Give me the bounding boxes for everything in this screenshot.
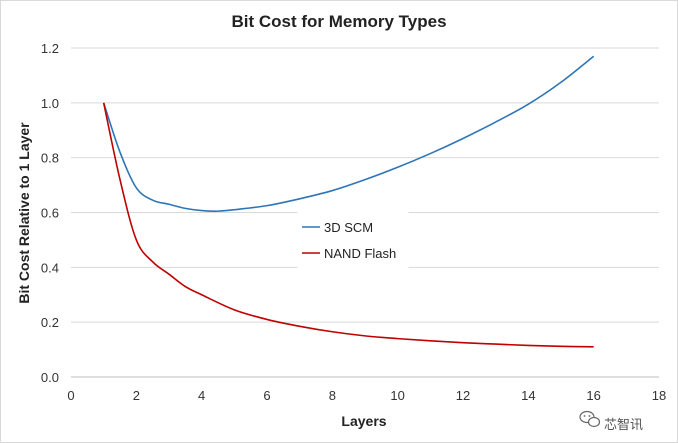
x-tick-label: 14	[521, 388, 535, 403]
gridlines	[71, 47, 659, 323]
y-tick-label: 0.4	[41, 260, 59, 275]
x-tick-label: 12	[456, 388, 470, 403]
x-tick-label: 6	[263, 388, 270, 403]
legend-box	[297, 209, 409, 269]
series-line-nand-flash	[102, 102, 594, 348]
series-lines	[102, 55, 595, 348]
x-tick-label: 18	[652, 388, 666, 403]
y-tick-label: 0.8	[41, 151, 59, 166]
x-tick-label: 2	[133, 388, 140, 403]
watermark-text: 芯智讯	[604, 418, 643, 433]
watermark: 芯智讯	[579, 410, 643, 433]
y-tick-label: 0.2	[41, 315, 59, 330]
legend: 3D SCM NAND Flash	[297, 209, 409, 269]
y-tick-label: 0.0	[41, 370, 59, 385]
y-tick-label: 1.2	[41, 41, 59, 56]
wechat-icon	[579, 410, 601, 428]
y-tick-label: 1.0	[41, 96, 59, 111]
y-axis-title: Bit Cost Relative to 1 Layer	[16, 122, 32, 304]
series-line-3d-scm	[102, 55, 595, 212]
x-tick-label: 8	[329, 388, 336, 403]
x-axis-title: Layers	[341, 413, 386, 429]
chart-title: Bit Cost for Memory Types	[231, 12, 446, 31]
legend-label-nand-flash: NAND Flash	[324, 246, 396, 261]
x-tick-label: 16	[586, 388, 600, 403]
x-tick-label: 4	[198, 388, 205, 403]
x-tick-label: 0	[67, 388, 74, 403]
y-tick-label: 0.6	[41, 206, 59, 221]
legend-label-3d-scm: 3D SCM	[324, 220, 373, 235]
x-tick-label: 10	[390, 388, 404, 403]
tick-labels: 0.0 0.2 0.4 0.6 0.8 1.0 1.2 0 2 4 6 8 10 12 14 16 18	[41, 41, 666, 403]
